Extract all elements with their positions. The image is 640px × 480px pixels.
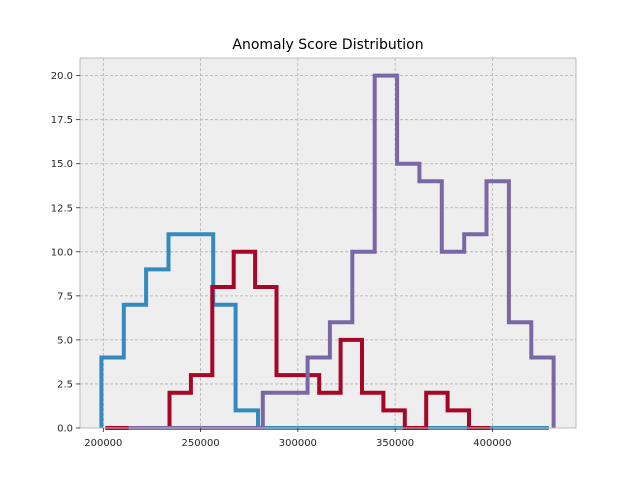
- y-tick-label: 10.0: [51, 247, 73, 258]
- plot-frame: [79, 57, 577, 429]
- chart-title: Anomaly Score Distribution: [232, 37, 423, 53]
- x-tick-label: 250000: [182, 438, 220, 449]
- y-tick-label: 20.0: [51, 71, 73, 82]
- y-tick-label: 17.5: [51, 115, 73, 126]
- x-tick-label: 350000: [376, 438, 414, 449]
- x-tick-label: 200000: [84, 438, 122, 449]
- plot-background: [80, 58, 576, 428]
- y-tick-label: 15.0: [51, 159, 73, 170]
- x-axis: 200000 250000 300000 350000 400000: [84, 428, 511, 449]
- histogram-series-2: [105, 249, 491, 430]
- y-axis: 0.0 2.5 5.0 7.5 10.0 12.5 15.0 17.5 20.0: [51, 71, 80, 435]
- y-tick-label: 5.0: [57, 335, 73, 346]
- y-tick-label: 12.5: [51, 203, 73, 214]
- x-tick-label: 400000: [473, 438, 511, 449]
- y-tick-label: 2.5: [57, 379, 73, 390]
- y-tick-label: 0.0: [57, 424, 73, 435]
- y-tick-label: 7.5: [57, 291, 73, 302]
- x-tick-label: 300000: [279, 438, 317, 449]
